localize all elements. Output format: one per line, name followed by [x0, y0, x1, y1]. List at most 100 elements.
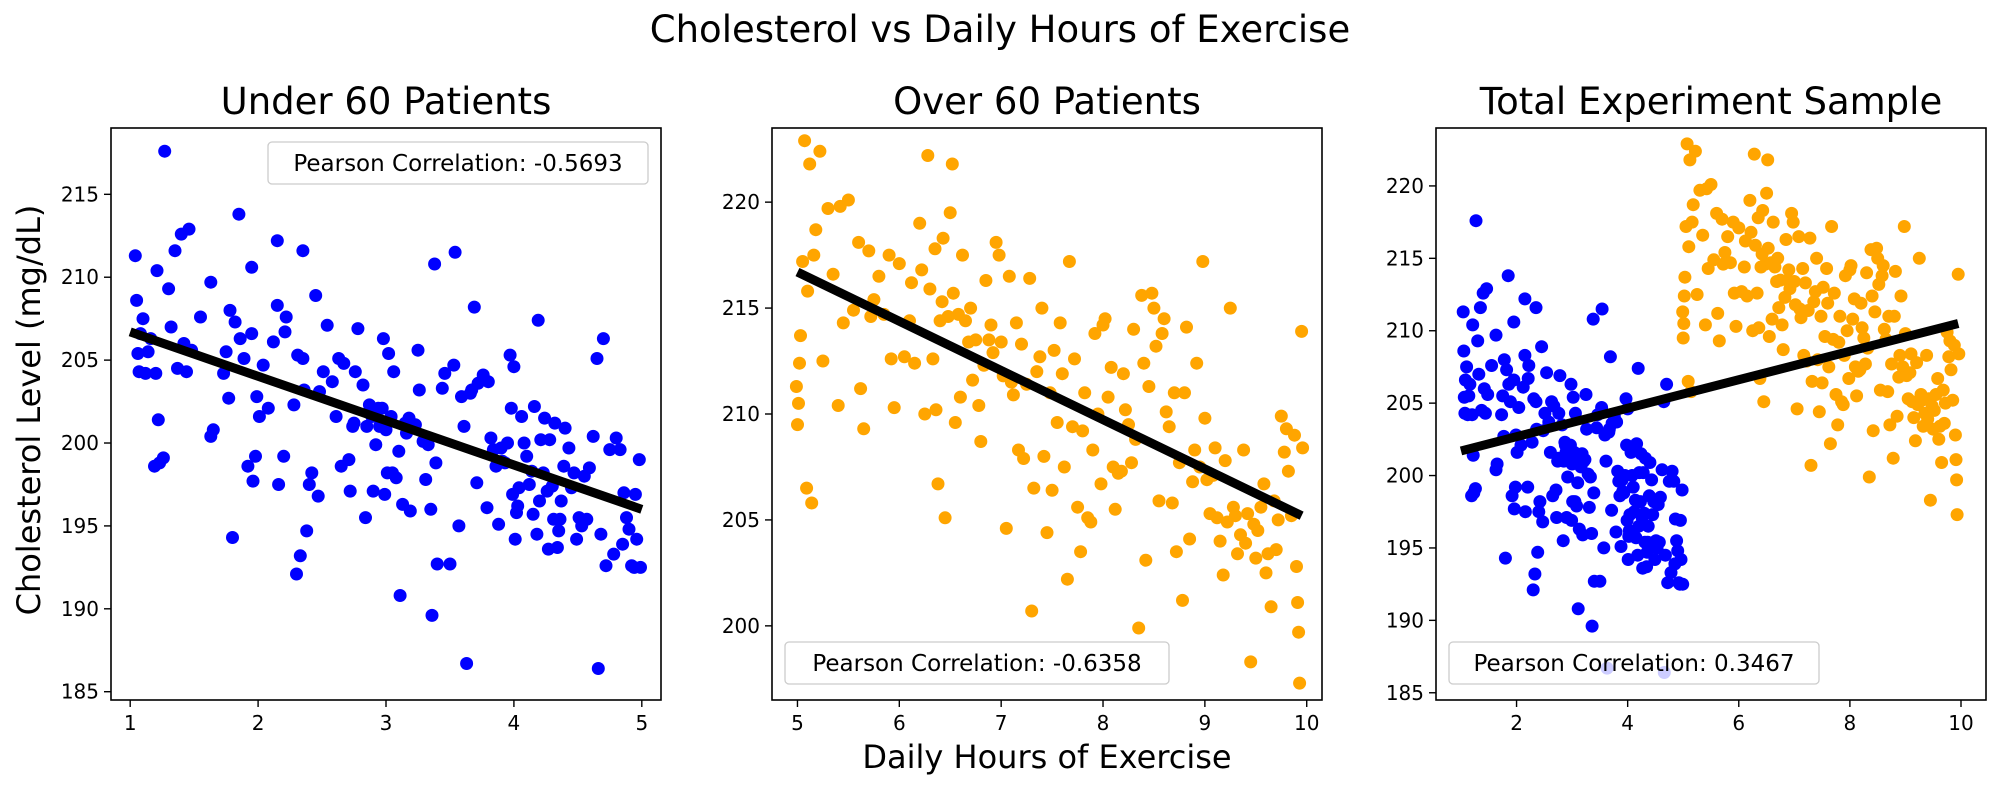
data-point: [943, 206, 957, 220]
data-point: [887, 401, 901, 415]
data-point: [793, 356, 806, 370]
data-point: [425, 608, 439, 622]
data-point: [599, 559, 613, 573]
data-point: [1512, 401, 1526, 414]
data-point: [1009, 316, 1023, 330]
data-point: [1815, 376, 1829, 390]
data-point: [531, 313, 545, 327]
panel-title-total-sample: Total Experiment Sample: [1479, 80, 1942, 123]
data-point: [1186, 475, 1200, 489]
data-point: [130, 293, 144, 307]
data-point: [1292, 625, 1306, 639]
data-point: [1066, 420, 1079, 434]
data-point: [591, 662, 605, 675]
data-point: [1670, 534, 1684, 548]
data-point: [1463, 377, 1477, 391]
data-point: [1903, 366, 1917, 380]
data-point: [194, 310, 207, 324]
data-point: [429, 456, 443, 470]
data-point: [1023, 271, 1037, 285]
legend-text: Pearson Correlation: 0.3467: [1473, 651, 1794, 677]
data-point: [1610, 415, 1624, 429]
y-tick-label: 190: [1386, 608, 1424, 632]
data-point: [1485, 359, 1499, 372]
data-point: [1822, 360, 1836, 374]
data-point: [501, 436, 514, 450]
data-point: [149, 366, 163, 380]
data-point: [1167, 386, 1181, 400]
data-point: [1619, 392, 1633, 406]
data-point: [1688, 144, 1702, 158]
data-point: [1603, 350, 1617, 364]
data-point: [1907, 411, 1921, 425]
data-point: [928, 242, 942, 256]
data-point: [1931, 372, 1945, 385]
data-point: [376, 332, 390, 346]
data-point: [1556, 534, 1570, 548]
data-point: [553, 512, 567, 526]
data-point: [800, 481, 814, 495]
data-point: [1885, 357, 1899, 371]
data-point: [1747, 147, 1761, 161]
data-point: [1605, 503, 1619, 517]
data-point: [1790, 402, 1804, 416]
x-tick-label: 2: [1510, 711, 1523, 735]
data-point: [982, 333, 996, 347]
data-point: [935, 295, 949, 309]
y-tick-label: 200: [1386, 464, 1424, 488]
data-point: [994, 335, 1008, 349]
data-point: [1566, 390, 1580, 404]
data-point: [1803, 231, 1817, 245]
data-point: [435, 381, 449, 395]
data-point: [1264, 600, 1278, 614]
data-point: [1489, 328, 1503, 342]
data-point: [1006, 388, 1020, 402]
data-point: [158, 144, 172, 158]
y-tick-label: 185: [1386, 681, 1424, 705]
data-point: [300, 524, 314, 538]
data-point: [1779, 233, 1793, 246]
data-point: [1531, 545, 1545, 559]
data-point: [1626, 480, 1640, 494]
data-point: [1883, 418, 1897, 432]
data-point: [480, 501, 494, 515]
data-point: [1288, 428, 1301, 442]
data-point: [552, 524, 566, 538]
data-point: [1086, 443, 1100, 457]
data-point: [929, 403, 943, 417]
data-point: [1244, 655, 1258, 669]
data-point: [222, 391, 236, 405]
data-point: [1782, 263, 1796, 277]
data-point: [1578, 453, 1592, 467]
data-point: [607, 547, 621, 561]
data-point: [1565, 513, 1579, 527]
data-point: [1145, 286, 1159, 300]
data-point: [347, 416, 361, 430]
data-point: [278, 325, 292, 339]
data-point: [926, 352, 940, 366]
data-point: [992, 248, 1006, 262]
data-point: [1037, 449, 1051, 463]
data-point: [1518, 348, 1532, 362]
data-point: [1772, 301, 1786, 315]
data-point: [1239, 536, 1253, 550]
data-point: [1866, 424, 1880, 438]
data-point: [1886, 451, 1900, 465]
data-point: [484, 431, 498, 445]
legend-text: Pearson Correlation: -0.5693: [293, 151, 622, 177]
data-point: [1593, 574, 1607, 588]
data-point: [1480, 282, 1494, 296]
y-tick-label: 220: [722, 190, 760, 214]
data-point: [316, 365, 330, 379]
data-point: [554, 494, 568, 508]
data-point: [1681, 374, 1695, 388]
data-point: [1850, 389, 1864, 403]
data-point: [342, 453, 356, 467]
data-point: [634, 560, 647, 574]
data-point: [1094, 477, 1108, 491]
data-point: [1550, 511, 1564, 524]
data-point: [1617, 486, 1631, 500]
data-point: [233, 332, 247, 346]
data-point: [1807, 295, 1821, 309]
legend-under-60: Pearson Correlation: -0.5693: [267, 141, 649, 185]
